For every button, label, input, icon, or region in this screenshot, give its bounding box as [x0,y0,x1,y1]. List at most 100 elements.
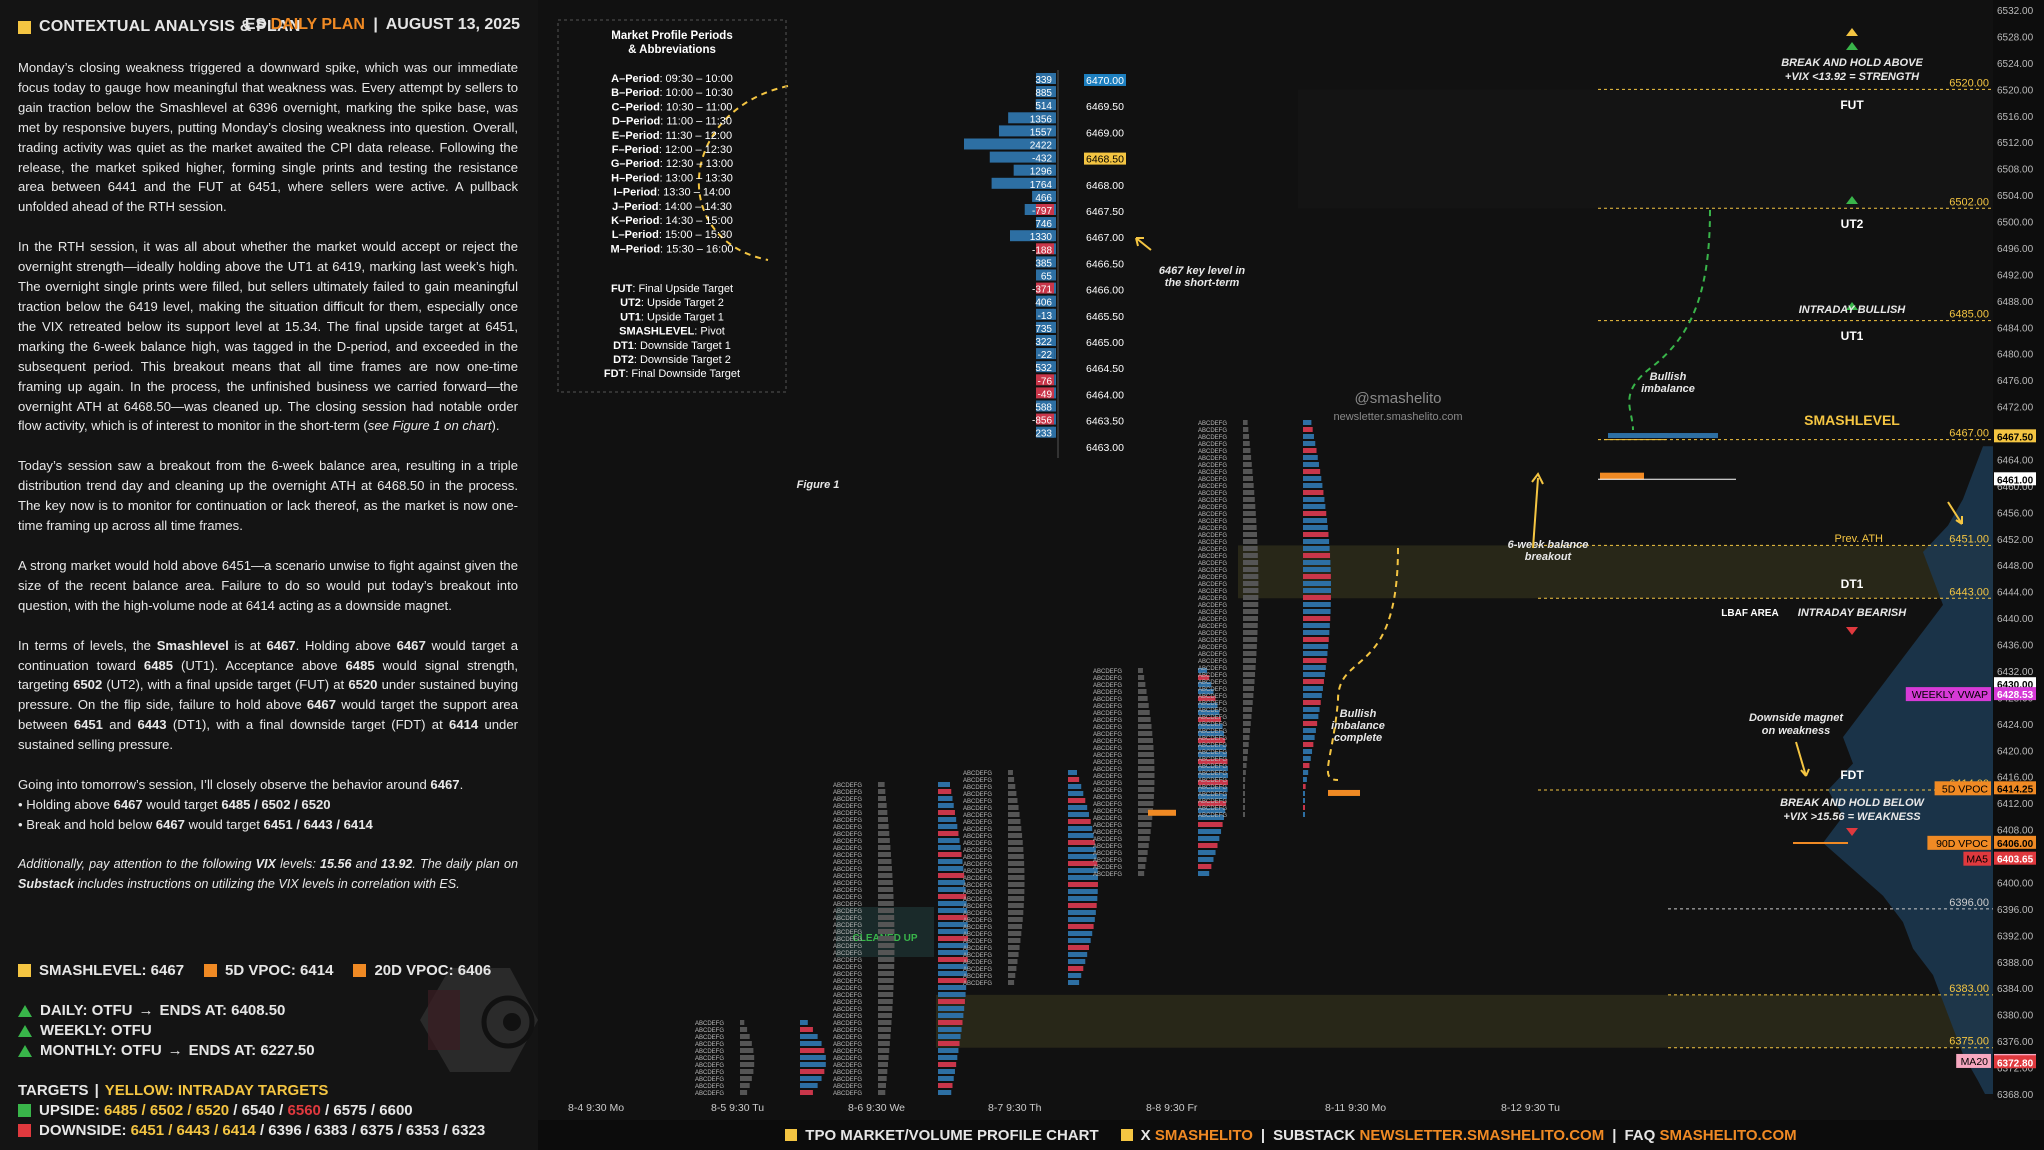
legend-abbrev: SMASHLEVEL: Pivot [619,326,725,338]
tpo-letters: ABCDEFG [1198,799,1227,805]
session-volume-bar [1303,581,1331,586]
p5-part: 6467 [396,637,426,653]
tpo-letters: ABCDEFG [963,967,992,973]
legend-period: E–Period: 11:30 – 12:00 [612,130,732,142]
session-volume-bar [938,978,967,983]
session-tpo-bar [878,817,888,822]
figure1-delta-cell [1036,256,1054,268]
session-volume-bar [1303,735,1315,740]
price-tick: 6384.00 [1997,984,2034,995]
session-tpo-bar [740,1048,754,1053]
session-volume-bar [1068,770,1077,775]
p7-part: VIX [255,856,276,871]
tpo-letters: ABCDEFG [1198,659,1227,665]
tpo-letters: ABCDEFG [1198,785,1227,791]
session-tpo-bar [1138,808,1153,813]
figure1-curve [697,85,789,261]
tpo-letters: ABCDEFG [1093,851,1122,857]
session-volume-bar [1303,812,1305,817]
session-tpo-bar [1008,770,1013,775]
downside-magnet-text: Downside magnet [1749,712,1844,724]
session-volume-bar [938,880,965,885]
session-volume-bar [1068,784,1082,789]
targets-label: TARGETS [18,1082,89,1099]
session-tpo-bar [1008,875,1025,880]
session-tpo-bar [878,1048,890,1053]
tpo-letters: ABCDEFG [1093,753,1122,759]
session-volume-bar [1068,924,1094,929]
session-tpo-bar [1008,826,1022,831]
p5-part: . Holding above [295,637,397,653]
footer-substack-link[interactable]: NEWSLETTER.SMASHELITO.COM [1359,1126,1605,1144]
session-volume-bar [1068,847,1096,852]
tpo-letters: ABCDEFG [963,841,992,847]
session-volume-bar [938,810,955,815]
session-tpo-bar [878,922,895,927]
p5-part: under sustained selling pressure. [18,717,518,753]
figure1-delta-cell [1036,348,1054,360]
bullish-imbalance-text: Bullish [1650,371,1687,383]
session-tpo-bar [1243,770,1246,775]
footer-faq-link[interactable]: SMASHELITO.COM [1659,1126,1797,1144]
footer-x-handle[interactable]: SMASHELITO [1154,1126,1253,1144]
p5-part: 6414 [449,717,479,733]
session-tpo-bar [878,978,894,983]
key-level-arrow [1135,237,1152,251]
tpo-letters: ABCDEFG [833,1077,862,1083]
tpo-letters: ABCDEFG [695,1056,724,1062]
figure1-volume-bar [1052,387,1056,399]
tpo-letters: ABCDEFG [1198,680,1227,686]
price-tick: 6492.00 [1997,270,2034,281]
session-volume-bar [1068,931,1093,936]
monthly-timeframe: MONTHLY: OTFU [40,1042,162,1059]
tpo-letters: ABCDEFG [1093,844,1122,850]
session-volume-bar [1198,766,1228,771]
figure1-delta-cell [1036,387,1054,399]
tpo-letters: ABCDEFG [1198,610,1227,616]
session-tpo-bar [878,901,894,906]
price-tick: 6508.00 [1997,165,2034,176]
figure1-price: 6466.50 [1086,258,1124,270]
session-tpo-bar [1243,497,1255,502]
session-volume-bar [938,901,967,906]
session-volume-bar [1303,574,1331,579]
session-tpo-bar [1243,539,1258,544]
session-tpo-bar [878,950,895,955]
legend-title: Market Profile Periods [611,30,732,42]
session-tpo-bar [1008,868,1025,873]
tpo-letters: ABCDEFG [963,911,992,917]
session-volume-bar [938,859,963,864]
session-tpo-bar [1138,668,1143,673]
session-volume-bar [938,1048,959,1053]
session-volume-bar [1198,857,1214,862]
figure1-delta: 385 [1035,258,1052,269]
session-volume-bar [1198,829,1222,834]
tpo-letters: ABCDEFG [1093,830,1122,836]
session-volume-bar [938,957,968,962]
level-price-label: 6467.00 [1949,428,1989,440]
b1-part: would target [142,797,222,812]
tpo-letters: ABCDEFG [1093,802,1122,808]
price-axis-bg [1993,0,2044,1100]
targets-row: TARGETS | YELLOW: INTRADAY TARGETS [18,1082,329,1099]
session-tpo-bar [740,1055,755,1060]
tpo-letters: ABCDEFG [1198,442,1227,448]
session-tpo-bar [878,810,888,815]
tpo-letters: ABCDEFG [695,1049,724,1055]
price-tick: 6520.00 [1997,85,2034,96]
figure1-price: 6469.00 [1086,127,1124,139]
p6-part: . [459,777,464,793]
legend-title: & Abbreviations [628,44,716,56]
tpo-letters: ABCDEFG [1198,729,1227,735]
session-volume-bar [1068,868,1098,873]
price-badge-text: 6414.25 [1997,784,2034,795]
level-price-label: 6396.00 [1949,897,1989,909]
figure1-volume-bar [964,138,1056,150]
figure1-volume-bar [991,177,1056,189]
lower-zone [936,994,1993,1048]
figure1-volume-bar [1053,269,1056,281]
session-volume-bar [1303,602,1331,607]
session-tpo-bar [1243,518,1257,523]
figure1-price: 6470.00 [1086,75,1124,87]
balance-breakout-text: breakout [1525,551,1573,563]
